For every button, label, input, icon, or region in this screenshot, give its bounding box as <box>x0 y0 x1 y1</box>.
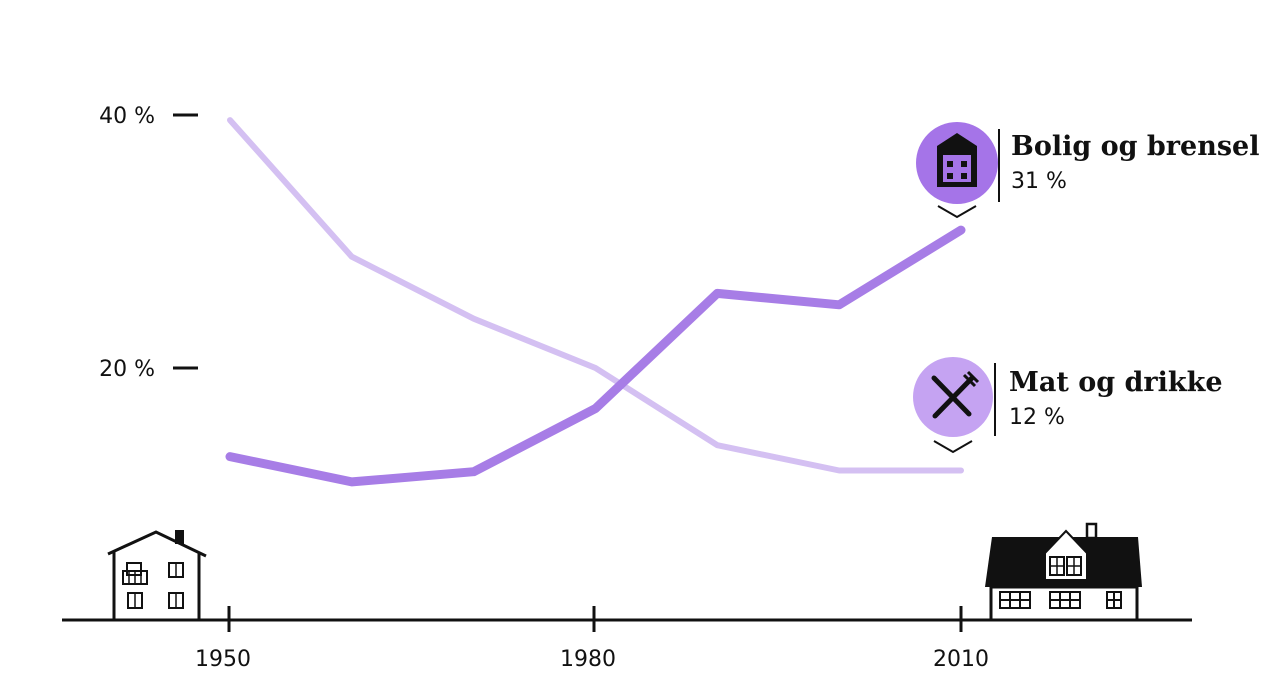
chevron-down-icon <box>937 205 977 219</box>
series-name-housing: Bolig og brensel <box>1011 131 1259 162</box>
series-value-food: 12 % <box>1009 405 1065 430</box>
x-axis: 1950 1980 2010 <box>195 606 989 672</box>
series-label-mat-og-drikke: Mat og drikke 12 % <box>913 357 1223 454</box>
fork-knife-icon <box>931 370 980 419</box>
modern-house-icon <box>985 522 1142 622</box>
x-tick-label-2010: 2010 <box>933 647 989 672</box>
x-tick-label-1980: 1980 <box>560 647 616 672</box>
series-name-food: Mat og drikke <box>1009 367 1223 398</box>
y-axis: 20 % 40 % <box>99 104 198 382</box>
series-value-housing: 31 % <box>1011 169 1067 194</box>
series-label-bolig-og-brensel: Bolig og brensel 31 % <box>916 122 1259 219</box>
building-icon <box>937 133 977 187</box>
series-line-mat-og-drikke <box>227 117 964 474</box>
chevron-down-icon <box>933 440 973 454</box>
x-tick-label-1950: 1950 <box>195 647 251 672</box>
y-tick-label-40: 40 % <box>99 104 155 129</box>
old-house-icon <box>107 530 207 620</box>
y-tick-label-20: 20 % <box>99 357 155 382</box>
series-line-bolig-og-brensel <box>225 225 966 487</box>
